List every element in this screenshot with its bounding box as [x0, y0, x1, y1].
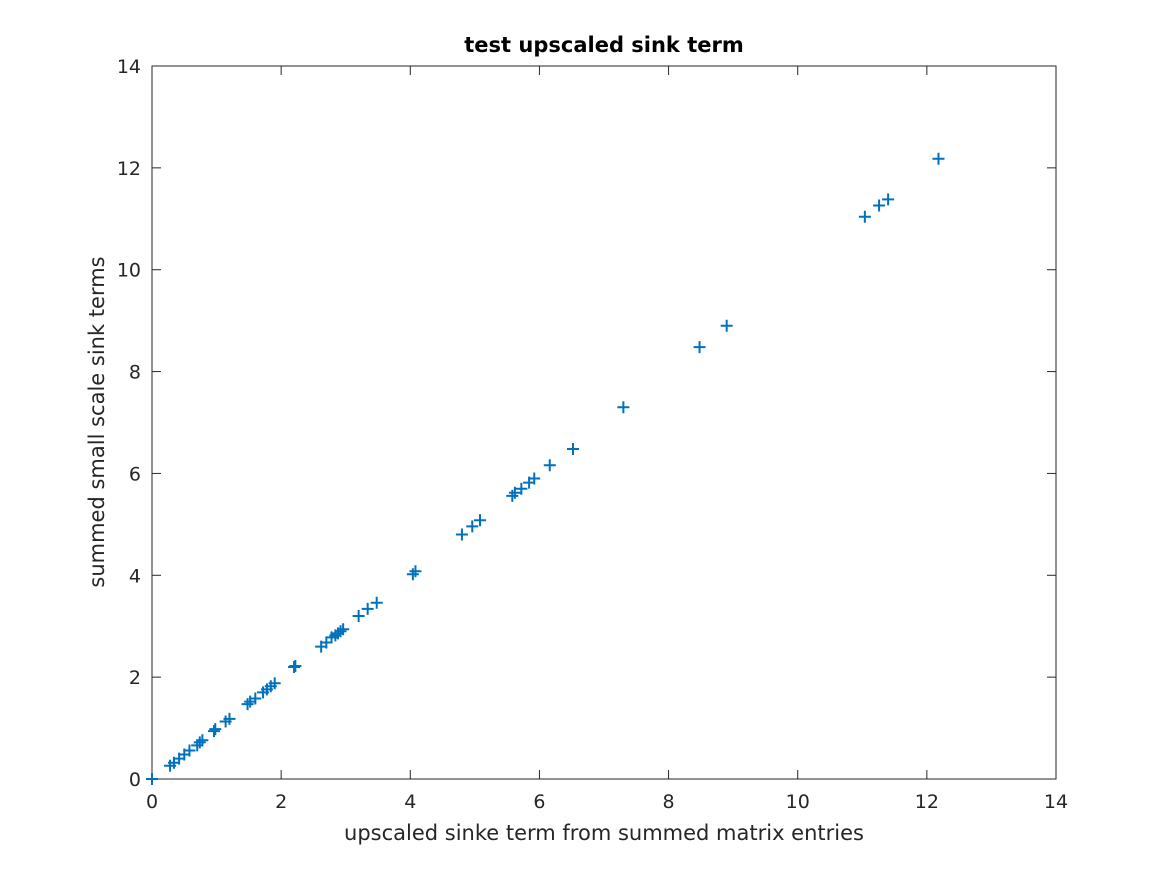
data-point-marker — [543, 459, 556, 472]
data-point-marker — [474, 514, 487, 527]
data-point-marker — [720, 319, 733, 332]
data-point-marker — [320, 636, 333, 649]
data-point-marker — [515, 482, 528, 495]
data-point-marker — [882, 193, 895, 206]
data-point-marker — [858, 210, 871, 223]
data-point-marker — [268, 677, 281, 690]
y-tick-label: 4 — [129, 565, 141, 587]
y-tick-label: 10 — [117, 260, 141, 282]
x-axis-label: upscaled sinke term from summed matrix e… — [344, 821, 864, 845]
data-point-marker — [288, 660, 301, 673]
data-point-marker — [693, 341, 706, 354]
x-tick-label: 14 — [1044, 791, 1068, 813]
x-tick-label: 12 — [915, 791, 939, 813]
data-point-marker — [873, 199, 886, 212]
data-point-marker — [361, 602, 374, 615]
data-point-marker — [289, 659, 302, 672]
y-tick-label: 0 — [129, 769, 141, 791]
data-point-marker — [146, 773, 158, 785]
data-point-marker — [352, 610, 365, 623]
data-point-marker — [508, 486, 521, 499]
data-point-marker — [567, 442, 580, 455]
x-tick-label: 0 — [146, 791, 158, 813]
axis-ticks — [151, 65, 1057, 780]
tick-labels: 0 2 4 6 8 10 12 14 0 2 4 6 8 10 12 14 — [117, 56, 1068, 813]
data-point-marker — [334, 625, 347, 638]
data-point-marker — [209, 723, 222, 736]
data-point-marker — [249, 692, 262, 705]
data-point-marker — [466, 520, 479, 533]
y-tick-label: 12 — [117, 158, 141, 180]
x-tick-label: 6 — [533, 791, 545, 813]
data-point-marker — [370, 596, 383, 609]
x-tick-label: 4 — [404, 791, 416, 813]
x-tick-label: 2 — [275, 791, 287, 813]
x-tick-label: 8 — [663, 791, 675, 813]
data-point-marker — [455, 528, 468, 541]
data-point-marker — [193, 736, 206, 749]
y-axis-label: summed small scale sink terms — [85, 256, 109, 587]
y-tick-label: 6 — [129, 463, 141, 485]
data-point-marker — [617, 401, 630, 414]
x-tick-label: 10 — [786, 791, 810, 813]
plot-area — [151, 65, 1057, 780]
data-points — [146, 152, 945, 785]
data-point-marker — [241, 698, 254, 711]
data-point-marker — [409, 565, 422, 578]
chart-title: test upscaled sink term — [464, 33, 743, 57]
data-point-marker — [932, 152, 945, 165]
data-point-marker — [183, 744, 196, 757]
data-point-marker — [223, 712, 236, 725]
data-point-marker — [207, 725, 220, 738]
y-tick-label: 14 — [117, 56, 141, 78]
y-tick-label: 2 — [129, 667, 141, 689]
y-tick-label: 8 — [129, 362, 141, 384]
data-point-marker — [528, 472, 541, 485]
data-point-marker — [196, 734, 209, 747]
data-point-marker — [337, 623, 350, 636]
